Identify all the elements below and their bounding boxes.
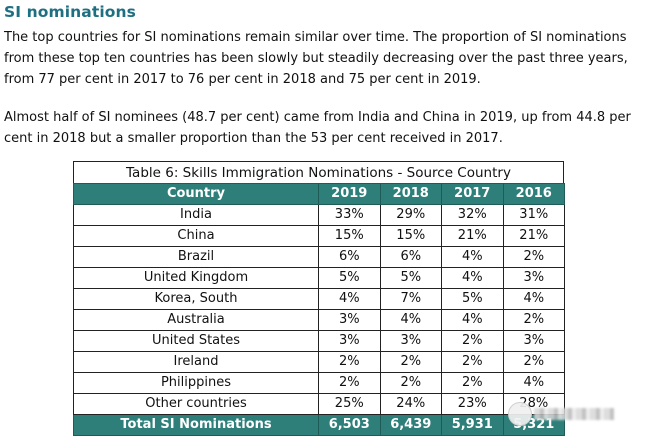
cell-value: 3% xyxy=(318,309,381,331)
table-total-row: Total SI Nominations 6,503 6,439 5,931 5… xyxy=(73,414,565,436)
cell-value: 4% xyxy=(379,309,442,331)
cell-value: 7% xyxy=(379,288,442,310)
cell-value: 5% xyxy=(318,267,381,289)
cell-country: China xyxy=(73,225,319,247)
cell-value: 2% xyxy=(441,351,504,373)
paragraph-trend: The top countries for SI nominations rem… xyxy=(4,30,628,87)
cell-country: Ireland xyxy=(73,351,319,373)
cell-value: 15% xyxy=(318,225,381,247)
cell-value: 2% xyxy=(441,372,504,394)
cell-value: 5% xyxy=(441,288,504,310)
table-row: Korea, South 4% 7% 5% 4% xyxy=(73,288,565,310)
cell-value: 3% xyxy=(502,330,565,352)
nominations-table: Country 2019 2018 2017 2016 India 33% 29… xyxy=(73,183,565,436)
table-header-row: Country 2019 2018 2017 2016 xyxy=(73,183,565,205)
total-value: 6,503 xyxy=(318,414,381,436)
header-2018: 2018 xyxy=(379,183,442,205)
cell-value: 3% xyxy=(318,330,381,352)
total-value: 5,931 xyxy=(441,414,504,436)
total-label: Total SI Nominations xyxy=(73,414,319,436)
cell-country: India xyxy=(73,204,319,226)
cell-country: Australia xyxy=(73,309,319,331)
paragraph-india-china: Almost half of SI nominees (48.7 per cen… xyxy=(4,110,631,146)
cell-country: Other countries xyxy=(73,393,319,415)
cell-value: 29% xyxy=(379,204,442,226)
cell-value: 4% xyxy=(502,288,565,310)
section-heading: SI nominations xyxy=(4,3,136,21)
table-row: China 15% 15% 21% 21% xyxy=(73,225,565,247)
cell-value: 5% xyxy=(379,267,442,289)
cell-value: 21% xyxy=(441,225,504,247)
cell-value: 2% xyxy=(379,372,442,394)
table-caption: Table 6: Skills Immigration Nominations … xyxy=(73,161,564,183)
cell-country: Korea, South xyxy=(73,288,319,310)
cell-value: 3% xyxy=(502,267,565,289)
header-2017: 2017 xyxy=(441,183,504,205)
watermark-logo-icon xyxy=(508,402,532,426)
cell-value: 4% xyxy=(502,372,565,394)
cell-value: 25% xyxy=(318,393,381,415)
cell-value: 2% xyxy=(318,351,381,373)
header-2016: 2016 xyxy=(502,183,565,205)
cell-value: 6% xyxy=(318,246,381,268)
cell-value: 4% xyxy=(441,267,504,289)
table-row: United Kingdom 5% 5% 4% 3% xyxy=(73,267,565,289)
table-row: Philippines 2% 2% 2% 4% xyxy=(73,372,565,394)
table-row: India 33% 29% 32% 31% xyxy=(73,204,565,226)
cell-value: 32% xyxy=(441,204,504,226)
cell-country: Philippines xyxy=(73,372,319,394)
cell-country: United Kingdom xyxy=(73,267,319,289)
table-row: Ireland 2% 2% 2% 2% xyxy=(73,351,565,373)
cell-value: 31% xyxy=(502,204,565,226)
watermark-overlay xyxy=(508,396,628,436)
cell-value: 21% xyxy=(502,225,565,247)
table-row: Australia 3% 4% 4% 2% xyxy=(73,309,565,331)
cell-value: 23% xyxy=(441,393,504,415)
table-row: United States 3% 3% 2% 3% xyxy=(73,330,565,352)
cell-value: 2% xyxy=(441,330,504,352)
watermark-text-blur xyxy=(534,408,614,420)
cell-value: 2% xyxy=(502,351,565,373)
cell-value: 3% xyxy=(379,330,442,352)
header-country: Country xyxy=(73,183,319,205)
cell-value: 4% xyxy=(318,288,381,310)
cell-country: Brazil xyxy=(73,246,319,268)
cell-value: 2% xyxy=(379,351,442,373)
cell-value: 2% xyxy=(318,372,381,394)
cell-value: 15% xyxy=(379,225,442,247)
nominations-table-container: Table 6: Skills Immigration Nominations … xyxy=(73,161,565,436)
cell-value: 24% xyxy=(379,393,442,415)
cell-value: 4% xyxy=(441,309,504,331)
table-row: Brazil 6% 6% 4% 2% xyxy=(73,246,565,268)
total-value: 6,439 xyxy=(379,414,442,436)
cell-country: United States xyxy=(73,330,319,352)
header-2019: 2019 xyxy=(318,183,381,205)
cell-value: 4% xyxy=(441,246,504,268)
cell-value: 2% xyxy=(502,246,565,268)
cell-value: 2% xyxy=(502,309,565,331)
cell-value: 6% xyxy=(379,246,442,268)
cell-value: 33% xyxy=(318,204,381,226)
table-row: Other countries 25% 24% 23% 28% xyxy=(73,393,565,415)
